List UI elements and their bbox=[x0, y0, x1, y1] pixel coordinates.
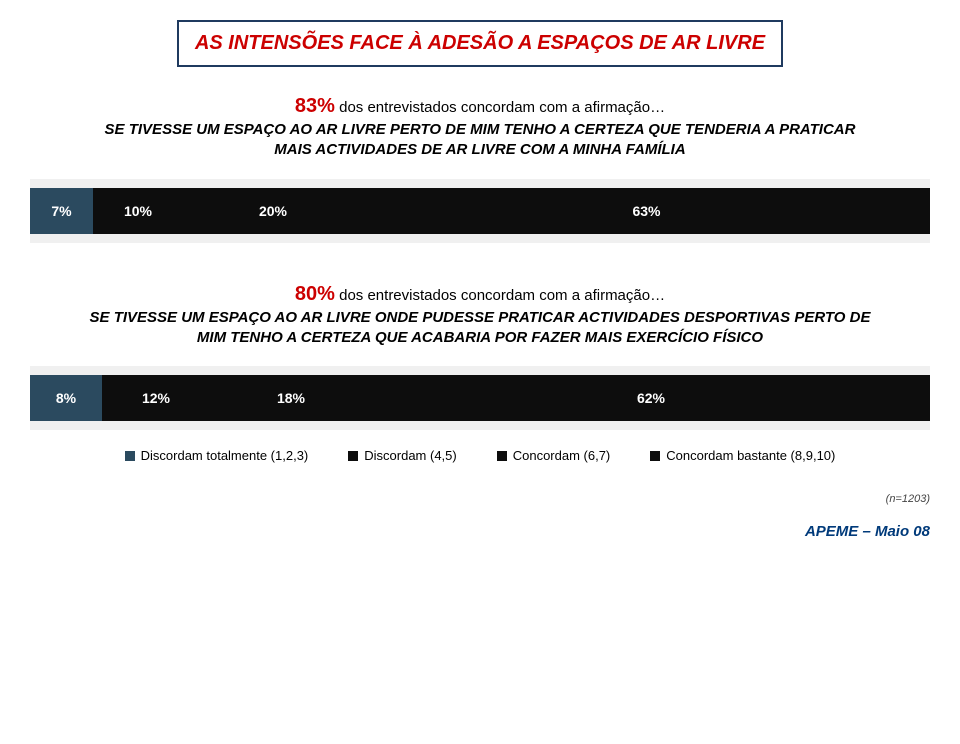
legend-item: Concordam bastante (8,9,10) bbox=[650, 448, 835, 463]
legend: Discordam totalmente (1,2,3) Discordam (4… bbox=[30, 448, 930, 463]
legend-swatch bbox=[497, 451, 507, 461]
block2-bar: 8%12%18%62% bbox=[30, 375, 930, 421]
legend-label: Concordam bastante (8,9,10) bbox=[666, 448, 835, 463]
title-banner: AS INTENSÕES FACE À ADESÃO A ESPAÇOS DE … bbox=[177, 20, 783, 67]
block2-statement-line2: MIM TENHO A CERTEZA QUE ACABARIA POR FAZ… bbox=[30, 328, 930, 348]
block1-bar: 7%10%20%63% bbox=[30, 188, 930, 234]
block1-pct-tail: dos entrevistados concordam com a afirma… bbox=[339, 99, 665, 116]
legend-swatch bbox=[650, 451, 660, 461]
block1-statement: SE TIVESSE UM ESPAÇO AO AR LIVRE PERTO D… bbox=[30, 120, 930, 161]
block1-chart: 7%10%20%63% bbox=[30, 179, 930, 243]
legend-item: Concordam (6,7) bbox=[497, 448, 611, 463]
legend-swatch bbox=[348, 451, 358, 461]
bar-segment: 20% bbox=[183, 188, 363, 234]
footnote: (n=1203) bbox=[30, 493, 930, 505]
block2-pct-tail: dos entrevistados concordam com a afirma… bbox=[339, 287, 665, 304]
bar-segment: 12% bbox=[102, 375, 210, 421]
block1-statement-line2: MAIS ACTIVIDADES DE AR LIVRE COM A MINHA… bbox=[30, 140, 930, 160]
legend-label: Discordam (4,5) bbox=[364, 448, 456, 463]
bar-segment: 7% bbox=[30, 188, 93, 234]
block1-statement-line1: SE TIVESSE UM ESPAÇO AO AR LIVRE PERTO D… bbox=[30, 120, 930, 140]
bar-segment: 10% bbox=[93, 188, 183, 234]
block2-statement: SE TIVESSE UM ESPAÇO AO AR LIVRE ONDE PU… bbox=[30, 308, 930, 349]
legend-label: Discordam totalmente (1,2,3) bbox=[141, 448, 309, 463]
bar-segment: 63% bbox=[363, 188, 930, 234]
legend-label: Concordam (6,7) bbox=[513, 448, 611, 463]
block2-chart: 8%12%18%62% bbox=[30, 366, 930, 430]
legend-item: Discordam (4,5) bbox=[348, 448, 456, 463]
block1-lead: 83% dos entrevistados concordam com a af… bbox=[30, 95, 930, 118]
block2-lead: 80% dos entrevistados concordam com a af… bbox=[30, 283, 930, 306]
footer: APEME – Maio 08 bbox=[30, 523, 930, 540]
block1-pct: 83% bbox=[295, 95, 335, 117]
block2-statement-line1: SE TIVESSE UM ESPAÇO AO AR LIVRE ONDE PU… bbox=[30, 308, 930, 328]
bar-segment: 8% bbox=[30, 375, 102, 421]
legend-swatch bbox=[125, 451, 135, 461]
block2-pct: 80% bbox=[295, 283, 335, 305]
page-title: AS INTENSÕES FACE À ADESÃO A ESPAÇOS DE … bbox=[195, 32, 765, 54]
legend-item: Discordam totalmente (1,2,3) bbox=[125, 448, 309, 463]
bar-segment: 18% bbox=[210, 375, 372, 421]
bar-segment: 62% bbox=[372, 375, 930, 421]
